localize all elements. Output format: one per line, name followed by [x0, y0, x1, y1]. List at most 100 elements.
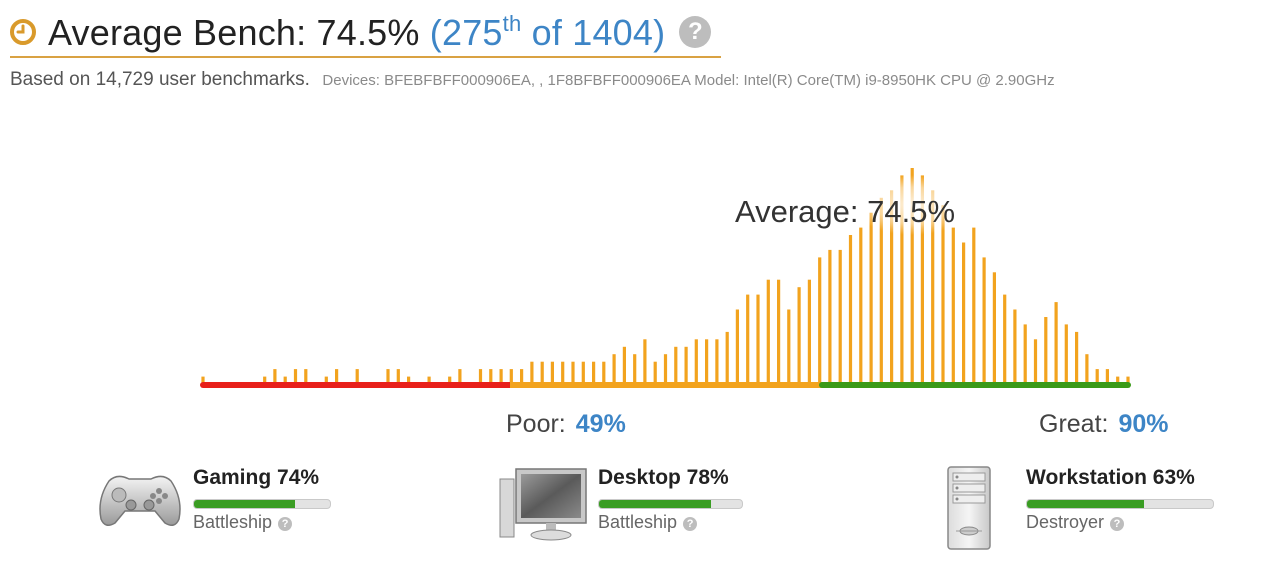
histogram-bar	[879, 197, 883, 384]
great-value: 90%	[1118, 410, 1169, 438]
histogram-bar	[396, 369, 400, 384]
histogram-bar	[304, 369, 308, 384]
histogram-bar	[407, 376, 411, 384]
histogram-bar	[848, 235, 853, 384]
histogram-bar	[355, 369, 359, 384]
histogram-bar	[674, 346, 678, 384]
histogram-bar	[653, 361, 657, 384]
histogram-bar	[735, 309, 739, 384]
score-bar	[1026, 499, 1214, 509]
histogram-bar	[622, 346, 626, 384]
help-icon[interactable]: ?	[679, 16, 712, 48]
histogram-bar	[633, 354, 637, 384]
histogram-bar	[992, 272, 996, 384]
histogram-bar	[458, 369, 462, 384]
histogram-bar	[386, 369, 390, 384]
histogram-bar	[746, 294, 750, 384]
histogram-bar	[725, 331, 729, 384]
histogram-bar	[910, 168, 914, 384]
tier-label: Battleship	[598, 512, 678, 532]
histogram-bar	[766, 279, 770, 384]
tier-label: Battleship	[193, 512, 273, 532]
histogram-bar	[787, 309, 791, 384]
histogram-bar	[478, 369, 483, 384]
histogram-bar	[540, 361, 544, 384]
category-tier: Destroyer?	[1026, 512, 1214, 533]
category-gaming[interactable]: Gaming 74% Battleship?	[95, 465, 331, 535]
histogram-bar	[602, 361, 606, 384]
histogram-bar	[550, 361, 554, 384]
score-bar-fill	[1027, 500, 1145, 508]
category-desktop[interactable]: Desktop 78% Battleship?	[498, 465, 743, 541]
histogram-bar	[797, 287, 801, 384]
histogram-bar	[283, 376, 287, 384]
histogram-bar	[951, 227, 955, 384]
devices-text: Devices: BFEBFBFF000906EA, , 1F8BFBFF000…	[322, 72, 1055, 89]
great-label: Great:	[1039, 410, 1109, 438]
help-icon[interactable]: ?	[1110, 517, 1125, 531]
histogram-bar	[1013, 309, 1017, 384]
benchmark-histogram: Average: 74.5%	[200, 168, 1131, 388]
score-bar	[598, 499, 743, 509]
histogram-bar	[982, 257, 986, 384]
histogram-bar	[1064, 324, 1068, 384]
histogram-bar	[1095, 369, 1099, 384]
histogram-bar	[643, 339, 647, 384]
average-annotation: Average: 74.5%	[735, 194, 955, 229]
histogram-bar	[489, 369, 493, 384]
histogram-bar	[1105, 369, 1109, 384]
histogram-bar	[715, 339, 719, 384]
histogram-bar	[931, 190, 935, 384]
rank-total: of 1404)	[521, 11, 666, 53]
histogram-bar	[818, 257, 822, 384]
monitor-icon	[499, 468, 587, 541]
category-tier: Battleship?	[598, 512, 743, 533]
histogram-bar	[1003, 294, 1007, 384]
great-threshold: Great: 90%	[1039, 410, 1169, 439]
histogram-bar	[838, 249, 842, 384]
histogram-bar	[941, 205, 945, 384]
score-bar-fill	[194, 500, 295, 508]
histogram-bar	[777, 279, 781, 384]
histogram-bar	[530, 361, 534, 384]
rank-number: (275	[429, 11, 503, 53]
histogram-bar	[828, 249, 832, 384]
category-workstation[interactable]: Workstation 63% Destroyer?	[944, 465, 1214, 551]
histogram-bar	[900, 175, 904, 384]
histogram-bar	[1075, 331, 1079, 384]
poor-threshold: Poor: 49%	[506, 410, 626, 439]
histogram-bar	[520, 369, 524, 384]
histogram-bar	[324, 376, 328, 384]
gamepad-icon	[99, 475, 181, 526]
histogram-bar	[1033, 339, 1038, 384]
help-icon[interactable]: ?	[683, 517, 698, 531]
histogram-bar	[448, 376, 452, 384]
based-on-text: Based on 14,729 user benchmarks.	[10, 69, 310, 90]
clock-icon	[10, 19, 36, 45]
histogram-bar	[509, 369, 513, 384]
histogram-bar	[859, 227, 863, 384]
histogram-bar	[1126, 376, 1130, 384]
histogram-bar	[335, 369, 339, 384]
histogram-bar	[684, 346, 688, 384]
histogram-bar	[571, 361, 575, 384]
poor-value: 49%	[575, 410, 626, 438]
average-bench-title: Average Bench: 74.5% (275th of 1404)	[48, 11, 665, 54]
histogram-bar	[663, 354, 668, 384]
histogram-bar	[612, 354, 616, 384]
poor-label: Poor:	[506, 410, 566, 438]
rank-link[interactable]: (275th of 1404)	[429, 10, 666, 53]
category-tier: Battleship?	[193, 512, 331, 533]
histogram-bar	[263, 376, 267, 384]
category-title: Desktop 78%	[598, 466, 729, 489]
histogram-bar	[499, 369, 503, 384]
histogram-bar	[705, 339, 709, 384]
histogram-bar	[962, 242, 966, 384]
category-title: Workstation 63%	[1026, 466, 1195, 489]
page-title: Average Bench: 74.5% (275th of 1404) ?	[10, 8, 722, 58]
histogram-bar	[1116, 376, 1120, 384]
help-icon[interactable]: ?	[278, 517, 293, 531]
rank-suffix: th	[502, 10, 522, 36]
tower-icon	[947, 466, 991, 550]
histogram-bar	[694, 339, 698, 384]
